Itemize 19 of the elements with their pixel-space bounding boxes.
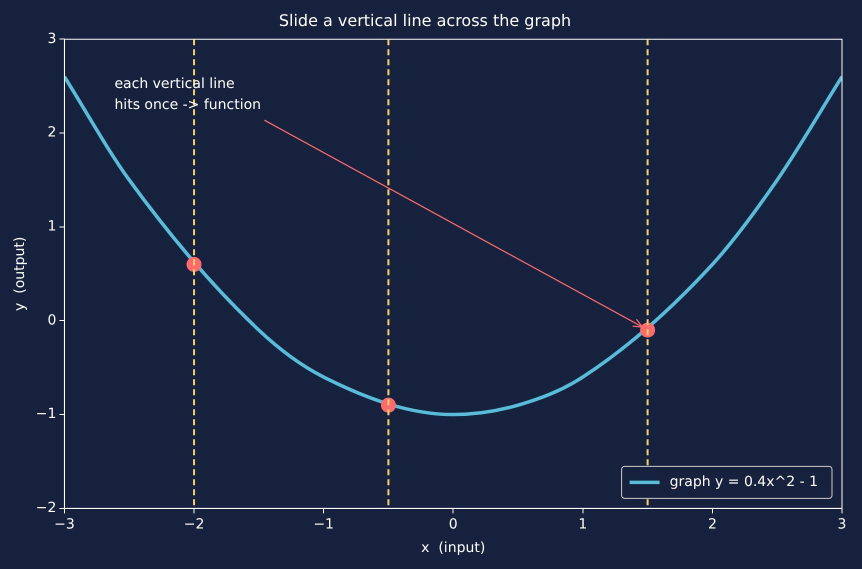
- x-tick-label: −3: [54, 516, 75, 532]
- x-axis-title: x (input): [421, 540, 486, 556]
- chart-title: Slide a vertical line across the graph: [278, 10, 572, 30]
- x-tick-label: 2: [708, 516, 717, 532]
- y-axis-title: y (output): [12, 236, 28, 311]
- annotation: each vertical line hits once -> function: [114, 76, 262, 113]
- y-tick-label: 1: [48, 218, 56, 235]
- y-tick-label: 2: [48, 124, 56, 141]
- x-tick-label: 1: [578, 516, 588, 532]
- x-tick-label: 3: [838, 516, 846, 532]
- line-series: [64, 74, 842, 416]
- x-tick-label: −1: [313, 516, 334, 532]
- x-tick-label: −2: [184, 516, 204, 532]
- y-tick-label: 0: [48, 312, 56, 328]
- y-tick-label: −1: [36, 406, 56, 422]
- y-tick-label: −2: [36, 500, 56, 516]
- y-tick-label: 3: [48, 30, 56, 47]
- legend-label: graph y = 0.4x^2 - 1: [670, 474, 818, 490]
- x-tick-label: 0: [448, 516, 458, 532]
